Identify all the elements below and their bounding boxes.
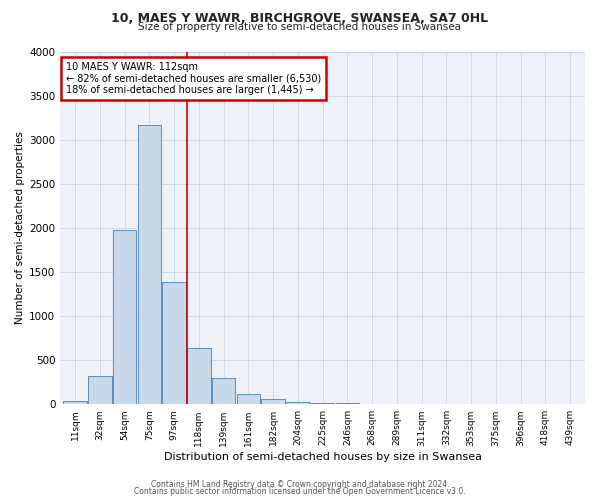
Bar [236,394,260,404]
Y-axis label: Number of semi-detached properties: Number of semi-detached properties [15,132,25,324]
Bar [163,282,186,405]
Text: 10 MAES Y WAWR: 112sqm
← 82% of semi-detached houses are smaller (6,530)
18% of : 10 MAES Y WAWR: 112sqm ← 82% of semi-det… [65,62,321,96]
Bar [262,399,285,404]
Bar [286,402,310,404]
X-axis label: Distribution of semi-detached houses by size in Swansea: Distribution of semi-detached houses by … [164,452,482,462]
Bar [212,378,235,404]
Text: Contains public sector information licensed under the Open Government Licence v3: Contains public sector information licen… [134,487,466,496]
Text: 10, MAES Y WAWR, BIRCHGROVE, SWANSEA, SA7 0HL: 10, MAES Y WAWR, BIRCHGROVE, SWANSEA, SA… [112,12,488,26]
Bar [187,348,211,405]
Bar [88,376,112,404]
Bar [64,401,87,404]
Bar [311,403,334,404]
Bar [113,230,136,404]
Text: Contains HM Land Registry data © Crown copyright and database right 2024.: Contains HM Land Registry data © Crown c… [151,480,449,489]
Bar [137,124,161,404]
Text: Size of property relative to semi-detached houses in Swansea: Size of property relative to semi-detach… [139,22,461,32]
